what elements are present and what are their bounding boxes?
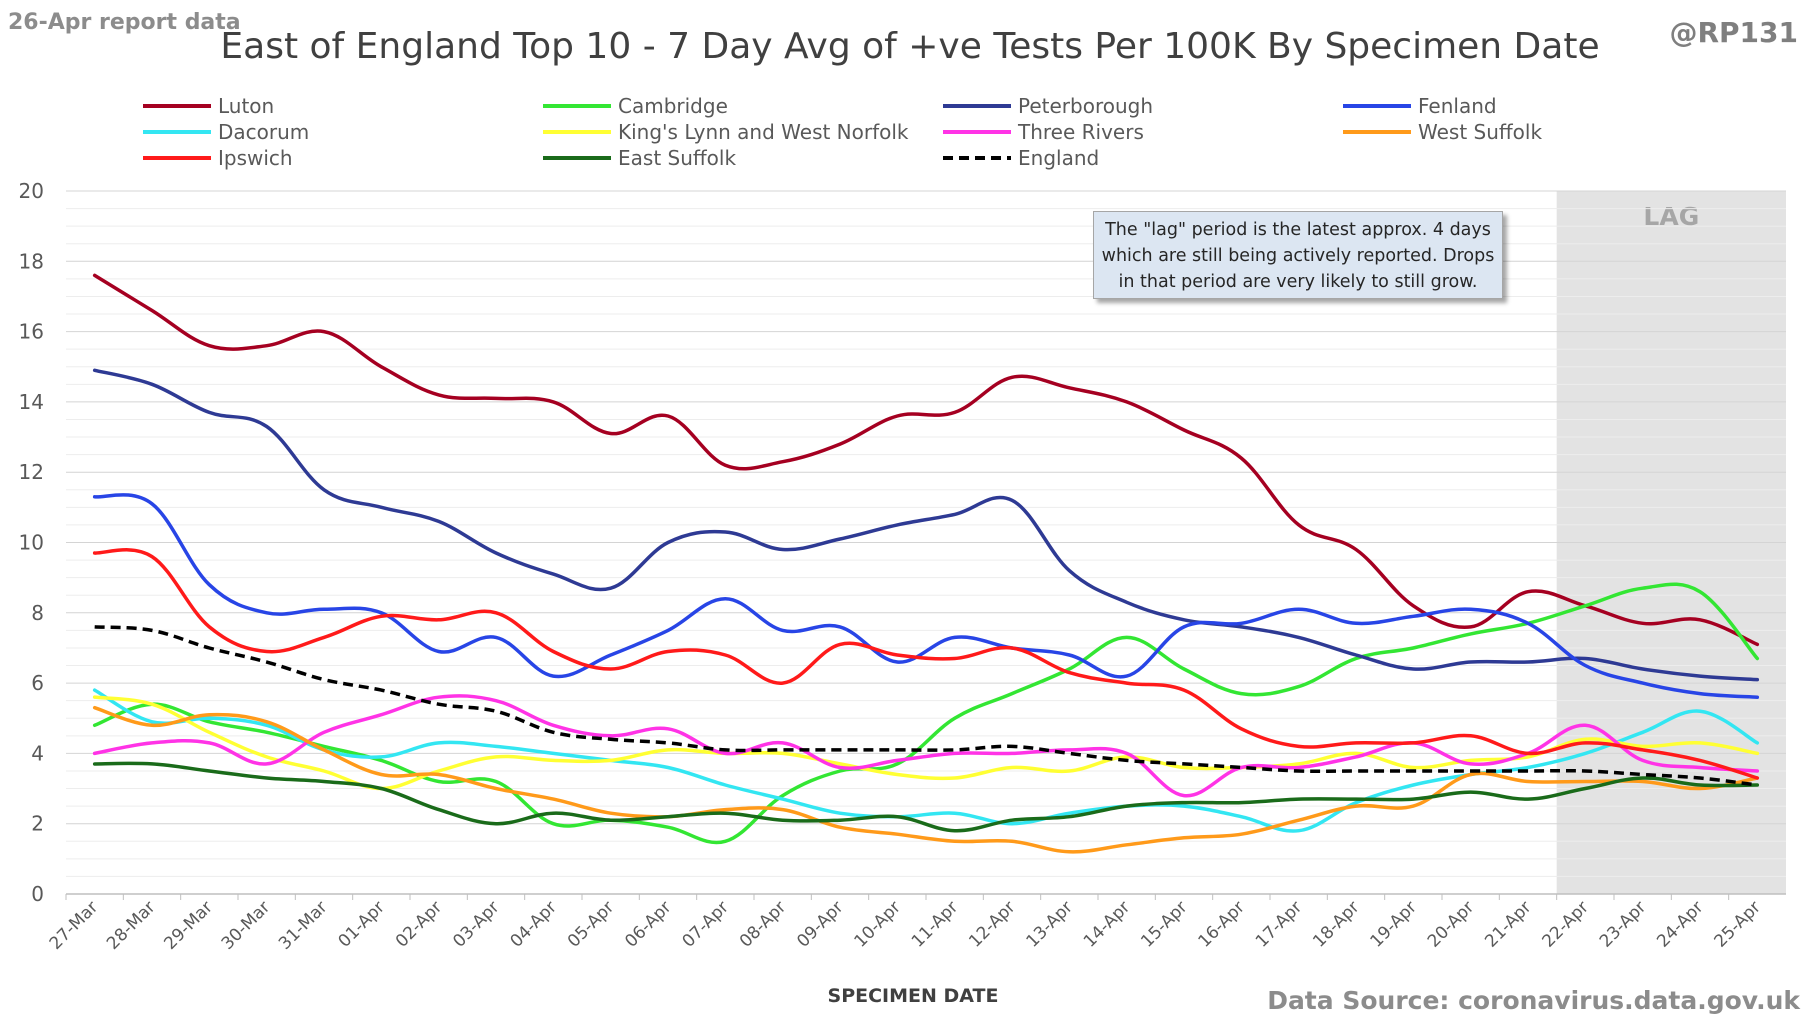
x-tick-label: 24-Apr: [1653, 897, 1707, 951]
x-tick-label: 03-Apr: [449, 897, 503, 951]
x-tick-label: 25-Apr: [1711, 897, 1765, 951]
y-tick-label: 14: [19, 390, 44, 414]
legend-label-east-suffolk: East Suffolk: [618, 146, 736, 170]
x-tick-label: 30-Mar: [218, 897, 274, 953]
series-line-west-suffolk: [92, 705, 1760, 854]
y-tick-label: 16: [19, 320, 44, 344]
legend-label-fenland: Fenland: [1418, 94, 1497, 118]
author-handle: @RP131: [1669, 16, 1798, 49]
series-line-cambridge: [92, 582, 1760, 845]
x-tick-label: 01-Apr: [335, 897, 389, 951]
legend-label-cambridge: Cambridge: [618, 94, 728, 118]
x-tick-label: 07-Apr: [679, 897, 733, 951]
y-tick-label: 4: [31, 741, 44, 765]
x-tick-label: 10-Apr: [851, 897, 905, 951]
x-axis-title: SPECIMEN DATE: [828, 985, 999, 1007]
legend-label-three-rivers: Three Rivers: [1017, 120, 1144, 144]
x-tick-label: 16-Apr: [1195, 897, 1249, 951]
x-tick-label: 27-Mar: [46, 897, 102, 953]
x-tick-label: 09-Apr: [793, 897, 847, 951]
y-tick-label: 2: [31, 812, 44, 836]
x-tick-label: 12-Apr: [965, 897, 1019, 951]
y-tick-label: 10: [19, 531, 44, 555]
series-line-peterborough: [92, 368, 1760, 682]
series-line-east-suffolk: [92, 761, 1760, 833]
series-line-england: [94, 625, 1758, 787]
x-tick-label: 02-Apr: [392, 897, 446, 951]
x-tick-label: 17-Apr: [1252, 897, 1306, 951]
x-tick-label: 28-Mar: [103, 897, 159, 953]
x-tick-label: 08-Apr: [736, 897, 790, 951]
x-tick-label: 05-Apr: [564, 897, 618, 951]
x-tick-label: 11-Apr: [908, 897, 962, 951]
legend-label-west-suffolk: West Suffolk: [1418, 120, 1542, 144]
x-tick-label: 21-Apr: [1481, 897, 1535, 951]
legend-label-peterborough: Peterborough: [1018, 94, 1153, 118]
legend-label-england: England: [1018, 146, 1099, 170]
x-tick-label: 22-Apr: [1539, 897, 1593, 951]
x-tick-label: 18-Apr: [1309, 897, 1363, 951]
y-tick-label: 18: [19, 249, 44, 273]
legend-label-dacorum: Dacorum: [218, 120, 309, 144]
series-line-three-rivers: [92, 694, 1760, 798]
x-tick-label: 15-Apr: [1137, 897, 1191, 951]
legend-label-king-s-lynn-and-west-norfolk: King's Lynn and West Norfolk: [618, 120, 909, 144]
x-tick-label: 14-Apr: [1080, 897, 1134, 951]
series-line-luton: [92, 273, 1760, 647]
series-line-fenland: [92, 493, 1760, 699]
x-tick-label: 20-Apr: [1424, 897, 1478, 951]
x-tick-label: 31-Mar: [275, 897, 331, 953]
y-tick-label: 12: [19, 460, 44, 484]
x-tick-label: 19-Apr: [1367, 897, 1421, 951]
y-tick-label: 0: [31, 882, 44, 906]
x-tick-label: 13-Apr: [1023, 897, 1077, 951]
chart-title: East of England Top 10 - 7 Day Avg of +v…: [220, 26, 1600, 67]
y-tick-label: 20: [19, 179, 44, 203]
data-source-note: Data Source: coronavirus.data.gov.uk: [1267, 986, 1800, 1015]
x-tick-label: 23-Apr: [1596, 897, 1650, 951]
y-tick-label: 6: [31, 671, 44, 695]
legend-label-ipswich: Ipswich: [218, 146, 293, 170]
series-line-ipswich: [92, 548, 1760, 780]
x-tick-label: 06-Apr: [621, 897, 675, 951]
lag-explanation-box: The "lag" period is the latest approx. 4…: [1093, 211, 1503, 299]
report-date-note: 26-Apr report data: [8, 10, 241, 35]
x-tick-label: 04-Apr: [507, 897, 561, 951]
x-tick-label: 29-Mar: [160, 897, 216, 953]
y-tick-label: 8: [31, 601, 44, 625]
legend-label-luton: Luton: [218, 94, 274, 118]
